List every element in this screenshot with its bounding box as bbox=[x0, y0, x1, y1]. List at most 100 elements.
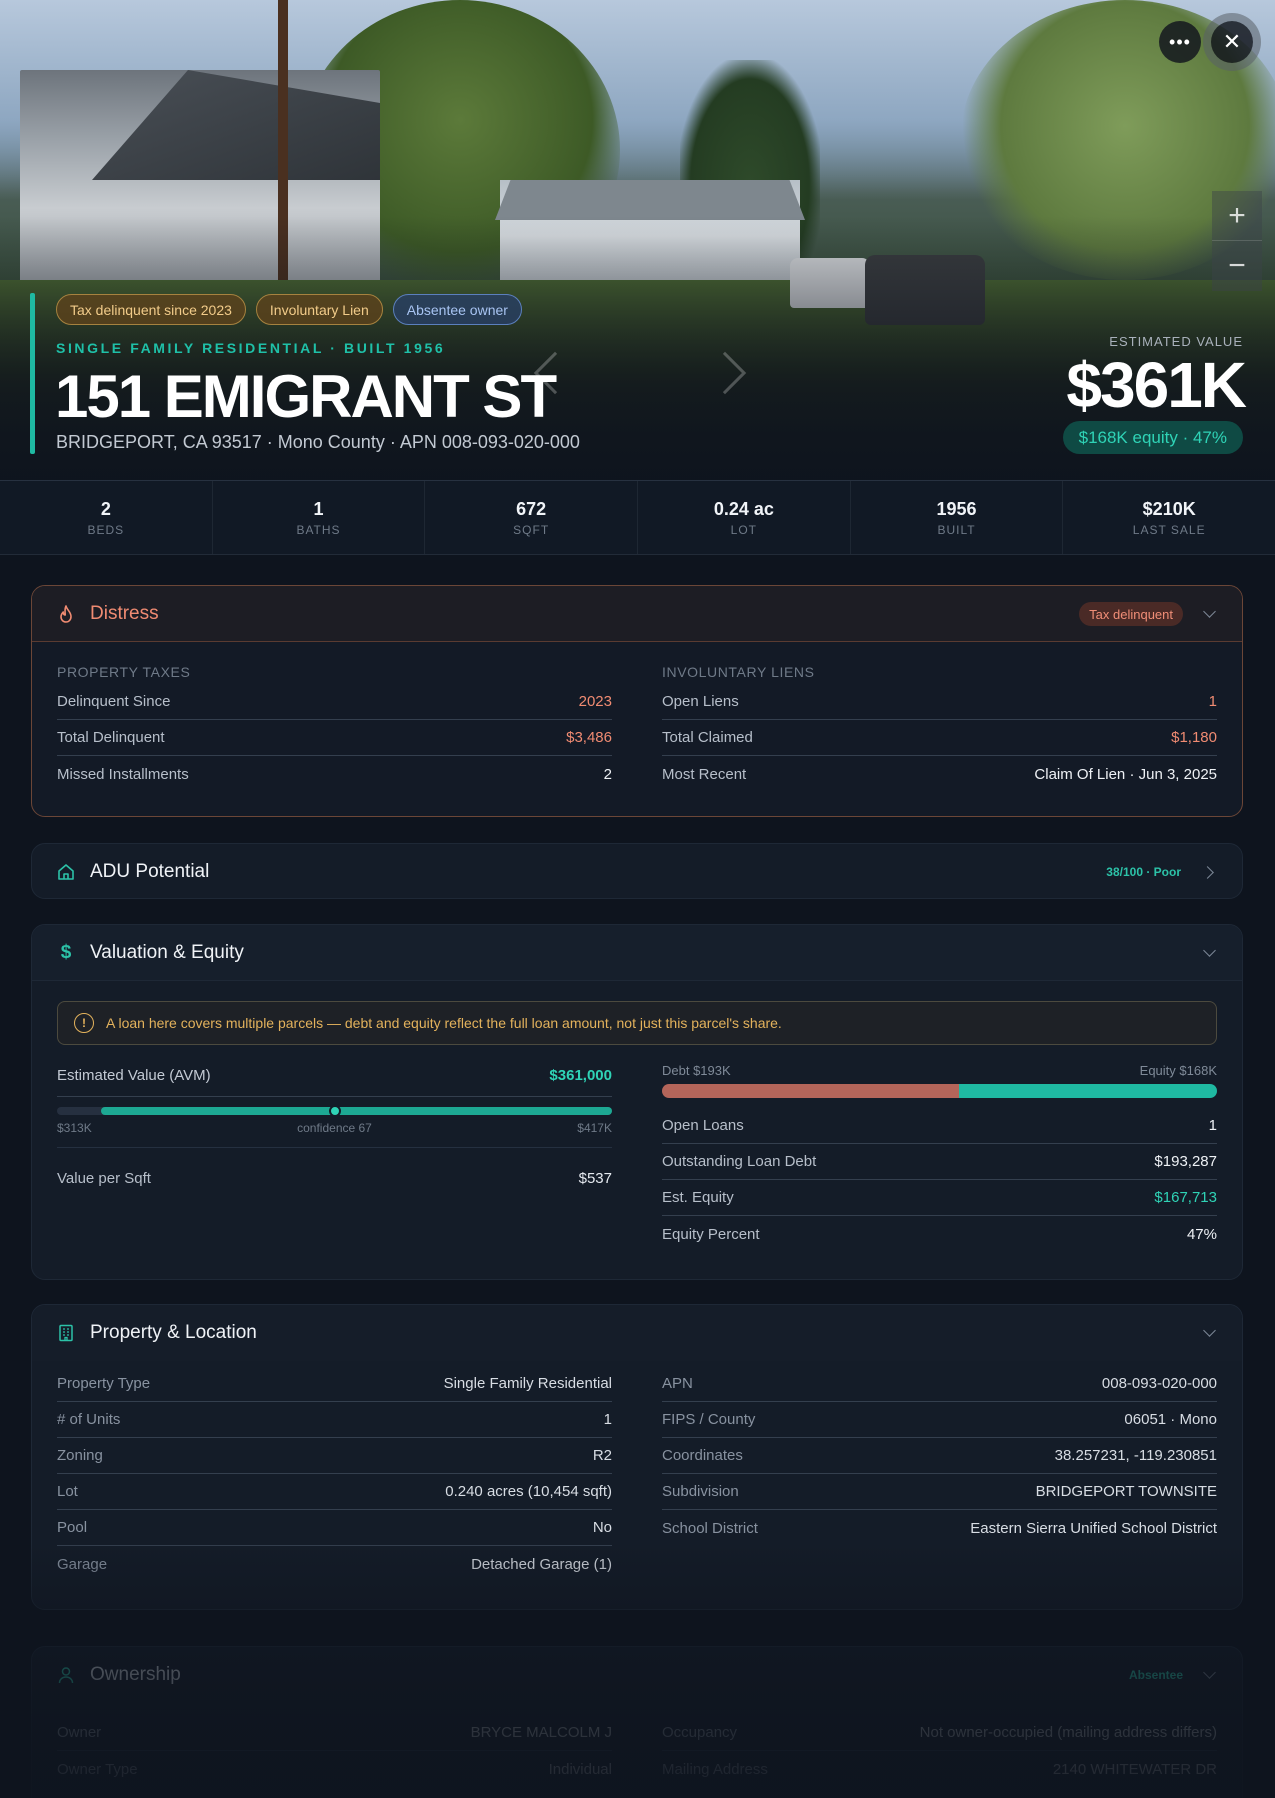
property-header[interactable]: Property & Location bbox=[32, 1305, 1242, 1361]
row-value: Not owner-occupied (mailing address diff… bbox=[919, 1724, 1217, 1741]
section-label: INVOLUNTARY LIENS bbox=[662, 664, 815, 680]
avm-range-bar bbox=[57, 1105, 612, 1117]
row-key: Zoning bbox=[57, 1447, 103, 1464]
close-button[interactable]: ✕ bbox=[1211, 21, 1253, 63]
distress-body: PROPERTY TAXES Delinquent Since 2023 Tota… bbox=[32, 642, 1242, 792]
row-value: 2023 bbox=[578, 693, 612, 710]
range-high: $417K bbox=[577, 1121, 612, 1135]
more-options-button[interactable]: ••• bbox=[1159, 21, 1201, 63]
zoom-out-button[interactable]: − bbox=[1228, 249, 1246, 282]
adu-potential-section[interactable]: ADU Potential 38/100 · Poor bbox=[31, 843, 1243, 899]
row-value: Eastern Sierra Unified School District bbox=[970, 1519, 1217, 1537]
chevron-down-icon[interactable] bbox=[1203, 944, 1216, 957]
row-key: Property Type bbox=[57, 1375, 151, 1392]
estimated-value-label: ESTIMATED VALUE bbox=[1109, 334, 1243, 349]
row-key: Coordinates bbox=[662, 1447, 743, 1464]
ownership-header-right: Absentee bbox=[1129, 1647, 1218, 1703]
row-key: Open Loans bbox=[662, 1117, 744, 1134]
detail-row: Delinquent Since 2023 bbox=[57, 684, 612, 720]
stat-label: BATHS bbox=[296, 522, 341, 537]
row-key: Occupancy bbox=[662, 1724, 738, 1741]
valuation-body: Estimated Value (AVM) $361,000 $313K con… bbox=[32, 1063, 1242, 1252]
row-key: Value per Sqft bbox=[57, 1170, 151, 1187]
detail-row: Coordinates 38.257231, -119.230851 bbox=[662, 1438, 1217, 1474]
stat-beds: 2 BEDS bbox=[0, 481, 213, 554]
distress-header[interactable]: Distress Tax delinquent bbox=[32, 586, 1242, 642]
detail-row: Garage Detached Garage (1) bbox=[57, 1546, 612, 1582]
stats-bar: 2 BEDS 1 BATHS 672 SQFT 0.24 ac LOT 1956 BUIL… bbox=[0, 480, 1275, 555]
detail-row: Outstanding Loan Debt $193,287 bbox=[662, 1144, 1217, 1180]
row-key: Owner bbox=[57, 1724, 102, 1741]
row-key: FIPS / County bbox=[662, 1411, 756, 1428]
avm-value: $361,000 bbox=[549, 1067, 612, 1084]
row-value: 06051 · Mono bbox=[1124, 1411, 1217, 1428]
row-key: # of Units bbox=[57, 1411, 121, 1428]
debt-segment bbox=[662, 1084, 959, 1098]
section-label: PROPERTY TAXES bbox=[57, 664, 191, 680]
property-location-section: Property & Location Property Type Single … bbox=[31, 1304, 1243, 1610]
person-icon bbox=[56, 1665, 76, 1685]
stat-last-sale: $210K LAST SALE bbox=[1063, 481, 1275, 554]
chevron-right-icon[interactable] bbox=[1201, 865, 1214, 879]
detail-row: Missed Installments 2 bbox=[57, 756, 612, 792]
zoom-in-button[interactable]: + bbox=[1212, 191, 1262, 241]
ownership-header[interactable]: Ownership Absentee bbox=[32, 1647, 1242, 1703]
row-value: 008-093-020-000 bbox=[1101, 1375, 1217, 1392]
row-key: Est. Equity bbox=[662, 1189, 734, 1206]
status-badge: Tax delinquent bbox=[1079, 602, 1183, 626]
row-value: $167,713 bbox=[1154, 1189, 1217, 1206]
detail-row: # of Units 1 bbox=[57, 1402, 612, 1438]
chevron-down-icon[interactable] bbox=[1203, 1324, 1216, 1337]
chevron-down-icon[interactable] bbox=[1203, 1666, 1216, 1679]
detail-row: Open Loans 1 bbox=[662, 1108, 1217, 1144]
photo-gradient-overlay bbox=[0, 0, 1275, 480]
range-low: $313K bbox=[57, 1121, 92, 1135]
row-key: Subdivision bbox=[662, 1483, 739, 1500]
ownership-title: Ownership bbox=[90, 1664, 181, 1685]
detail-row: Owner BRYCE MALCOLM J bbox=[57, 1715, 612, 1751]
stat-label: BUILT bbox=[937, 522, 976, 537]
detail-row: Most Recent Claim Of Lien · Jun 3, 2025 bbox=[662, 756, 1217, 792]
row-value: 2140 WHITEWATER DR bbox=[1052, 1760, 1217, 1778]
tag-absentee-owner[interactable]: Absentee owner bbox=[392, 294, 522, 325]
row-key: Total Claimed bbox=[662, 729, 753, 746]
stat-value: 0.24 ac bbox=[713, 498, 774, 519]
avm-label: Estimated Value (AVM) bbox=[57, 1067, 211, 1084]
ownership-body: Owner BRYCE MALCOLM J Owner Type Individua… bbox=[32, 1715, 1242, 1787]
row-value: Claim Of Lien · Jun 3, 2025 bbox=[1034, 765, 1217, 783]
row-value: 47% bbox=[1186, 1225, 1217, 1243]
valuation-header[interactable]: $ Valuation & Equity bbox=[32, 925, 1242, 981]
equity-pill: $168K equity · 47% bbox=[1062, 421, 1243, 454]
row-value: 1 bbox=[603, 1411, 612, 1428]
adu-header[interactable]: ADU Potential 38/100 · Poor bbox=[32, 844, 1242, 898]
flame-icon bbox=[56, 604, 76, 624]
row-value: 0.240 acres (10,454 sqft) bbox=[445, 1483, 612, 1500]
row-value: Individual bbox=[548, 1760, 612, 1778]
stat-lot: 0.24 ac LOT bbox=[638, 481, 851, 554]
debt-equity-column: Debt $193K Equity $168K Open Loans 1 Outs… bbox=[662, 1063, 1217, 1252]
tag-tax-delinquent[interactable]: Tax delinquent since 2023 bbox=[56, 294, 246, 325]
property-photo: ••• ✕ + − Tax delinquent since 2023 Invo… bbox=[0, 0, 1275, 480]
property-address-title: 151 EMIGRANT ST bbox=[55, 363, 557, 430]
stat-label: SQFT bbox=[513, 522, 550, 537]
row-key: Lot bbox=[57, 1483, 78, 1500]
adu-header-right: 38/100 · Poor bbox=[1106, 844, 1218, 898]
debt-equity-bar bbox=[662, 1084, 1217, 1098]
stat-value: 1956 bbox=[936, 498, 977, 519]
row-value: 1 bbox=[1208, 1117, 1217, 1134]
row-key: Open Liens bbox=[662, 693, 739, 710]
debt-label: Debt $193K bbox=[662, 1063, 731, 1078]
detail-row: Total Delinquent $3,486 bbox=[57, 720, 612, 756]
debt-equity-labels: Debt $193K Equity $168K bbox=[662, 1063, 1217, 1078]
property-right-column: APN 008-093-020-000 FIPS / County 06051 · … bbox=[662, 1366, 1217, 1582]
involuntary-liens-column: INVOLUNTARY LIENS Open Liens 1 Total Clai… bbox=[662, 642, 1217, 792]
chevron-down-icon[interactable] bbox=[1203, 605, 1216, 618]
row-key: Most Recent bbox=[662, 765, 747, 783]
warning-icon: ! bbox=[74, 1013, 94, 1033]
row-key: School District bbox=[662, 1519, 758, 1537]
multi-parcel-notice: ! A loan here covers multiple parcels — … bbox=[57, 1001, 1217, 1045]
tag-involuntary-lien[interactable]: Involuntary Lien bbox=[255, 294, 383, 325]
divider bbox=[57, 1096, 612, 1097]
property-subtitle: SINGLE FAMILY RESIDENTIAL · BUILT 1956 bbox=[56, 340, 446, 356]
row-key: APN bbox=[662, 1375, 693, 1392]
